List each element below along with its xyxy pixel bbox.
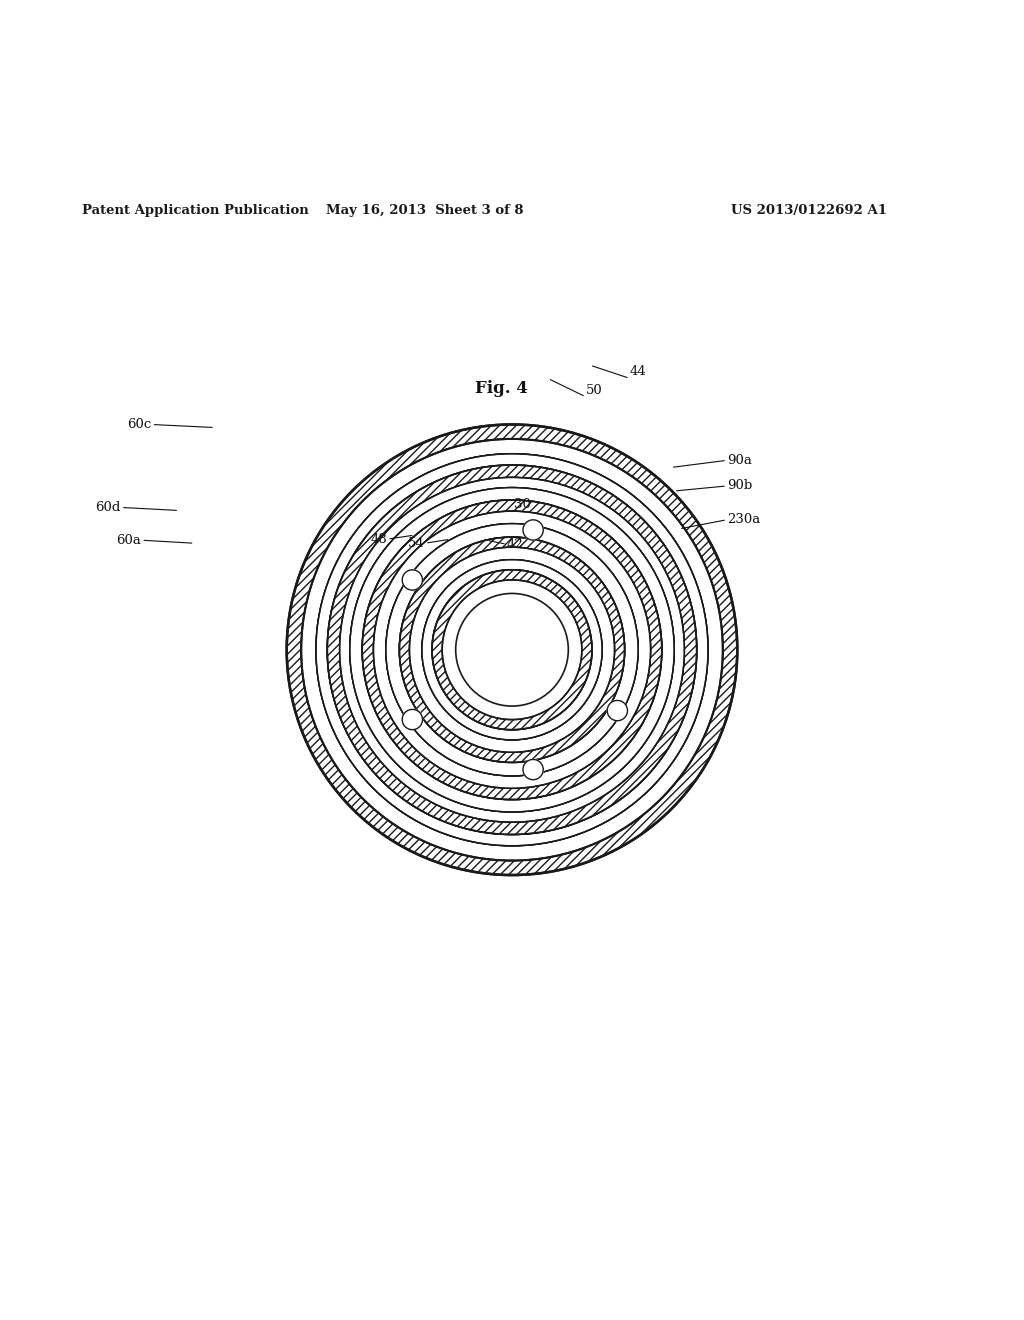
Circle shape — [523, 759, 544, 780]
PathPatch shape — [301, 440, 723, 861]
Text: 90b: 90b — [727, 479, 753, 492]
PathPatch shape — [410, 548, 614, 752]
Text: 30: 30 — [514, 498, 530, 511]
PathPatch shape — [399, 537, 625, 763]
PathPatch shape — [362, 500, 662, 800]
Text: 230a: 230a — [727, 513, 760, 527]
Text: Patent Application Publication: Patent Application Publication — [82, 203, 308, 216]
PathPatch shape — [340, 478, 684, 822]
Circle shape — [607, 701, 628, 721]
PathPatch shape — [432, 570, 592, 730]
Text: US 2013/0122692 A1: US 2013/0122692 A1 — [731, 203, 887, 216]
Circle shape — [456, 594, 568, 706]
PathPatch shape — [287, 425, 737, 875]
PathPatch shape — [374, 511, 650, 788]
PathPatch shape — [316, 454, 708, 846]
Text: 60d: 60d — [95, 500, 121, 513]
Text: 42: 42 — [507, 537, 523, 550]
Text: 60a: 60a — [117, 533, 141, 546]
Text: 44: 44 — [630, 366, 646, 379]
Text: 48: 48 — [371, 533, 387, 545]
PathPatch shape — [422, 560, 602, 741]
Text: 60c: 60c — [127, 418, 152, 430]
Circle shape — [402, 709, 423, 730]
PathPatch shape — [350, 487, 674, 812]
Circle shape — [523, 520, 544, 540]
PathPatch shape — [386, 524, 638, 776]
Text: Fig. 4: Fig. 4 — [475, 380, 528, 397]
Text: 90a: 90a — [727, 454, 752, 467]
PathPatch shape — [328, 465, 696, 834]
Text: May 16, 2013  Sheet 3 of 8: May 16, 2013 Sheet 3 of 8 — [327, 203, 523, 216]
Text: 50: 50 — [586, 384, 602, 397]
Circle shape — [402, 570, 423, 590]
Text: 54: 54 — [409, 537, 425, 549]
